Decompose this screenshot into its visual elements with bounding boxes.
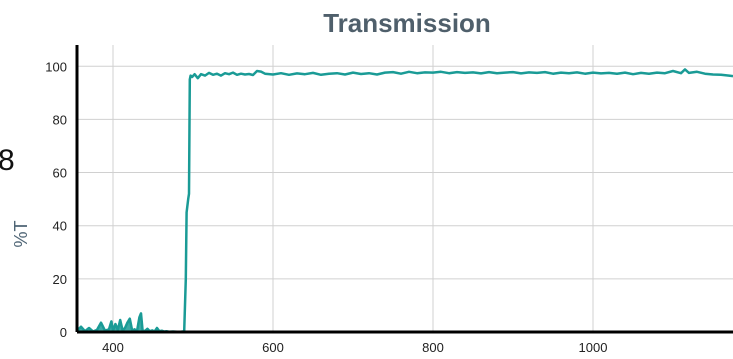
x-tick-label-800: 800 [422, 340, 444, 355]
grid-lines [77, 45, 733, 332]
tick-labels: 0 20 40 60 80 100 400 600 800 1000 [45, 59, 607, 355]
side-label: 8 [0, 144, 15, 177]
y-tick-label-0: 0 [60, 325, 67, 340]
y-tick-label-100: 100 [45, 59, 67, 74]
series-layer [76, 68, 733, 333]
y-axis-label: %T [11, 220, 31, 247]
series-line [76, 68, 733, 333]
x-tick-label-400: 400 [102, 340, 124, 355]
y-tick-label-80: 80 [53, 112, 67, 127]
y-tick-label-40: 40 [53, 219, 67, 234]
y-tick-label-60: 60 [53, 166, 67, 181]
y-tick-label-20: 20 [53, 272, 67, 287]
chart-title: Transmission [323, 8, 491, 38]
axes [75, 45, 733, 334]
x-tick-label-600: 600 [262, 340, 284, 355]
x-tick-label-1000: 1000 [579, 340, 608, 355]
